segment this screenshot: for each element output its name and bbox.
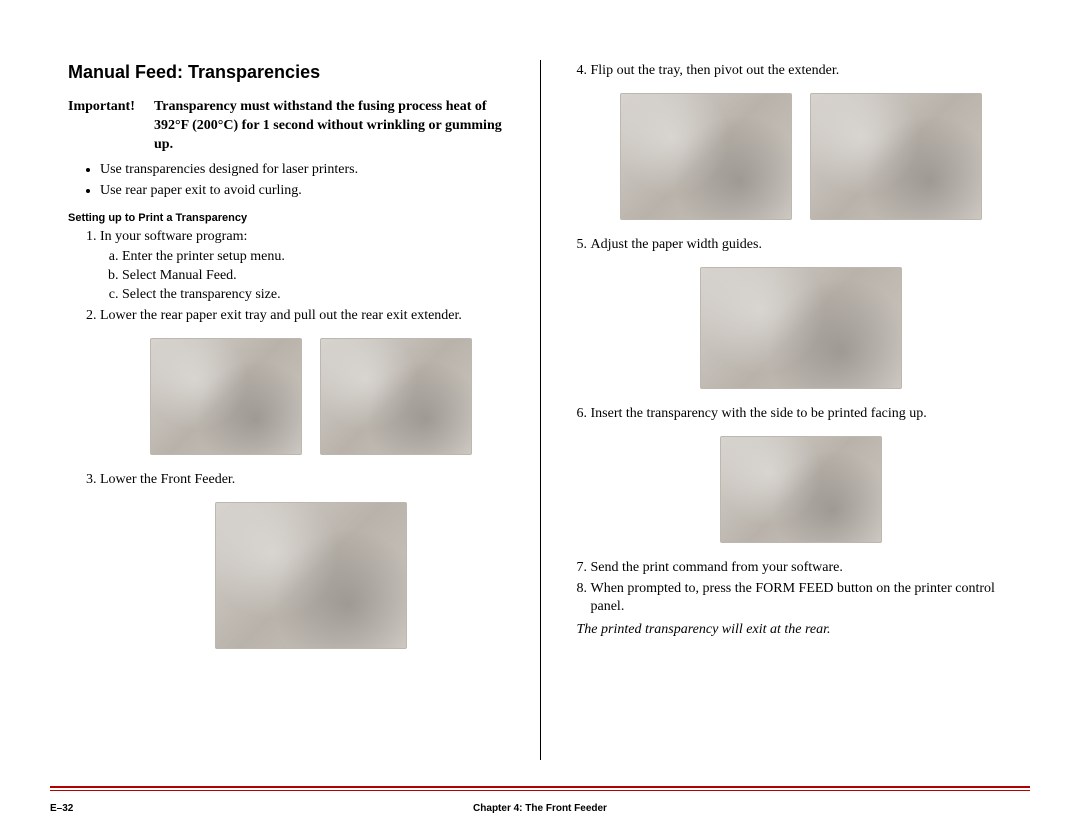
- exit-note: The printed transparency will exit at th…: [559, 621, 1013, 640]
- footer-rule-thin: [50, 790, 1030, 791]
- step-text: Flip out the tray, then pivot out the ex…: [591, 63, 840, 78]
- figure-flip-tray-icon: [620, 93, 792, 220]
- page-title: Manual Feed: Transparencies: [68, 60, 522, 84]
- figure-width-guides-icon: [700, 267, 902, 389]
- step-text: In your software program:: [100, 229, 247, 244]
- substep: Select Manual Feed.: [122, 267, 522, 286]
- step-8: When prompted to, press the FORM FEED bu…: [591, 580, 1013, 618]
- step-3: Lower the Front Feeder.: [100, 471, 522, 649]
- substep: Select the transparency size.: [122, 286, 522, 305]
- figure-lower-front-feeder-icon: [215, 502, 407, 649]
- step-6: Insert the transparency with the side to…: [591, 405, 1013, 543]
- important-note: Important! Transparency must withstand t…: [68, 98, 522, 155]
- figure-row-step2: [100, 338, 522, 455]
- step-text: Lower the Front Feeder.: [100, 472, 235, 487]
- two-column-layout: Manual Feed: Transparencies Important! T…: [50, 60, 1030, 760]
- figure-row-step3: [100, 502, 522, 649]
- substep: Enter the printer setup menu.: [122, 248, 522, 267]
- figure-pivot-extender-icon: [810, 93, 982, 220]
- tip-item: Use transparencies designed for laser pr…: [100, 161, 522, 180]
- figure-row-step5: [591, 267, 1013, 389]
- step-2: Lower the rear paper exit tray and pull …: [100, 307, 522, 455]
- figure-rear-extender-icon: [320, 338, 472, 455]
- step-text: Lower the rear paper exit tray and pull …: [100, 308, 462, 323]
- step-4: Flip out the tray, then pivot out the ex…: [591, 62, 1013, 220]
- step-text: When prompted to, press the FORM FEED bu…: [591, 581, 995, 615]
- figure-row-step4: [591, 93, 1013, 220]
- steps-left: In your software program: Enter the prin…: [68, 228, 522, 649]
- left-column: Manual Feed: Transparencies Important! T…: [50, 60, 541, 760]
- footer-rule-thick: [50, 786, 1030, 788]
- tip-item: Use rear paper exit to avoid curling.: [100, 182, 522, 201]
- right-column: Flip out the tray, then pivot out the ex…: [541, 60, 1031, 760]
- step-1: In your software program: Enter the prin…: [100, 228, 522, 306]
- steps-right: Flip out the tray, then pivot out the ex…: [559, 62, 1013, 617]
- page-footer: E–32 Chapter 4: The Front Feeder: [50, 803, 1030, 814]
- tips-list: Use transparencies designed for laser pr…: [68, 161, 522, 201]
- step-text: Adjust the paper width guides.: [591, 237, 762, 252]
- figure-row-step6: [591, 436, 1013, 543]
- figure-rear-tray-icon: [150, 338, 302, 455]
- manual-page: Manual Feed: Transparencies Important! T…: [0, 0, 1080, 834]
- step-5: Adjust the paper width guides.: [591, 236, 1013, 389]
- substeps: Enter the printer setup menu. Select Man…: [100, 248, 522, 305]
- step-text: Insert the transparency with the side to…: [591, 406, 927, 421]
- section-subheading: Setting up to Print a Transparency: [68, 211, 522, 226]
- important-text: Transparency must withstand the fusing p…: [154, 98, 522, 155]
- step-7: Send the print command from your softwar…: [591, 559, 1013, 578]
- step-text: Send the print command from your softwar…: [591, 560, 843, 575]
- important-label: Important!: [68, 98, 154, 155]
- footer-chapter: Chapter 4: The Front Feeder: [50, 803, 1030, 814]
- figure-insert-transparency-icon: [720, 436, 882, 543]
